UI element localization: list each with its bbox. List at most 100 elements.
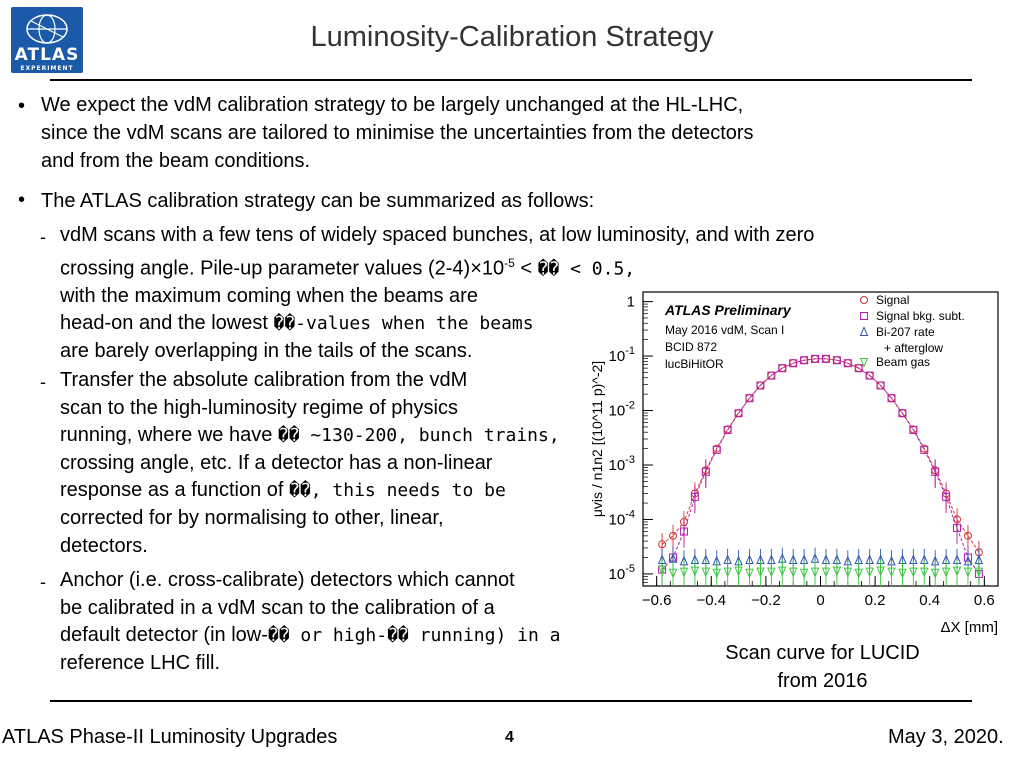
data-point [778,364,787,373]
y-tick-label: 10-1 [609,345,635,365]
data-point [679,527,688,536]
data-point [865,567,874,578]
x-tick-label: −0.6 [642,592,672,609]
data-point [756,381,765,390]
sub-1-line: with the maximum coming when the beams a… [60,284,478,307]
sub-3-text: default detector (in low- [60,624,268,647]
data-point [800,356,809,365]
sub-2-mono: �� ~130-200, bunch trains, [277,425,560,447]
data-point [789,359,798,368]
y-tick-label: 10-5 [609,563,635,583]
sub-1-text: crossing angle. Pile-up parameter values… [60,257,505,280]
data-point [909,425,918,434]
data-point [898,409,907,418]
data-point [854,364,863,373]
data-point [668,568,678,579]
data-point [953,523,962,532]
sub-1-text: head-on and the lowest [60,312,274,335]
exponent: -5 [504,255,515,270]
data-point [920,567,929,578]
data-point [843,567,853,578]
sub-2-line-3: running, where we have �� ~130-200, bunc… [60,422,560,450]
data-point [843,359,852,368]
sub-1-line: are barely overlapping in the tails of t… [60,340,473,363]
footer-rule [50,700,972,702]
annotation-text: BCID 872 [665,340,717,354]
data-point [734,566,743,577]
annotation-text: lucBiHitOR [665,357,724,371]
data-point [756,567,765,578]
footer-date: May 3, 2020. [888,726,1004,748]
legend-marker [860,312,868,320]
data-point [778,566,787,577]
sub-2-line: Transfer the absolute calibration from t… [60,369,468,391]
y-tick-label: 10-4 [609,508,635,528]
legend-marker [859,358,869,368]
data-point [941,567,951,578]
dash-marker: - [40,372,46,392]
sub-3-line: Anchor (i.e. cross-calibrate) detectors … [60,569,515,591]
y-tick-label: 10-2 [609,400,635,420]
header-rule [50,79,972,81]
data-point [963,531,972,540]
fit-curve [661,358,980,575]
sub-2-line: corrected for by normalising to other, l… [60,506,444,529]
data-point [909,567,918,578]
data-point [876,566,885,577]
data-point [952,566,962,577]
data-point [712,445,721,454]
bullet-1-line: We expect the vdM calibration strategy t… [41,94,744,116]
data-point [745,568,754,579]
data-point [690,566,700,577]
data-point [767,567,776,578]
sub-2-line: detectors. [60,534,148,557]
sub-2-line: crossing angle, etc. If a detector has a… [60,451,493,474]
caption-line: Scan curve for LUCID [725,642,920,664]
page-number: 4 [505,729,514,746]
legend-label: + afterglow [884,341,943,355]
data-point [821,567,831,578]
legend-label: Signal bkg. subt. [876,309,965,323]
data-point [734,409,743,418]
bullet-marker: • [18,95,26,117]
annotation-experiment: ATLAS Preliminary [664,302,792,318]
sub-3-mono: �� or high-�� running) in a [267,625,561,647]
sub-bullet-1: vdM scans with a few tens of widely spac… [60,222,814,366]
legend-marker [860,296,868,304]
data-point [811,354,820,363]
bullet-1-line: and from the beam conditions. [41,150,311,172]
legend-label: Signal [876,293,909,307]
sub-2-text: response as a function of [60,479,290,502]
annotation-text: May 2016 vdM, Scan I [665,323,784,337]
bullet-1: We expect the vdM calibration strategy t… [41,91,941,175]
legend-marker [859,326,869,336]
y-tick-label: 1 [627,294,635,311]
sub-3-line: be calibrated in a vdM scan to the calib… [60,596,495,619]
data-point [658,540,667,549]
logo-subtext: EXPERIMENT [20,65,74,72]
data-point [865,371,874,380]
data-point [679,567,689,578]
sub-1-line-2: crossing angle. Pile-up parameter values… [60,250,814,283]
y-tick-label: 10-3 [609,454,635,474]
page-title: Luminosity-Calibration Strategy [310,21,714,53]
dash-marker: - [40,572,46,592]
bullet-1-line: since the vdM scans are tailored to mini… [41,122,754,144]
bullet-marker: • [18,189,26,211]
data-point [669,531,678,540]
atlas-logo: ATLAS EXPERIMENT [11,7,83,73]
legend-label: Bi-207 rate [876,325,935,339]
caption-line: from 2016 [777,670,868,692]
data-point [920,445,929,454]
data-point [942,492,951,501]
data-point [821,354,830,363]
data-point [810,567,820,578]
data-point [887,394,896,403]
x-tick-label: 0.2 [865,592,886,609]
scan-curve-chart: −0.6 −0.4 −0.2 0 0.2 0.4 0.6 1 10-1 10-2 10-3 10-4 1… [589,291,999,636]
data-point [723,425,732,434]
data-point [723,567,732,578]
data-point [712,568,721,579]
dash-marker: - [40,227,46,247]
data-point [854,568,863,579]
